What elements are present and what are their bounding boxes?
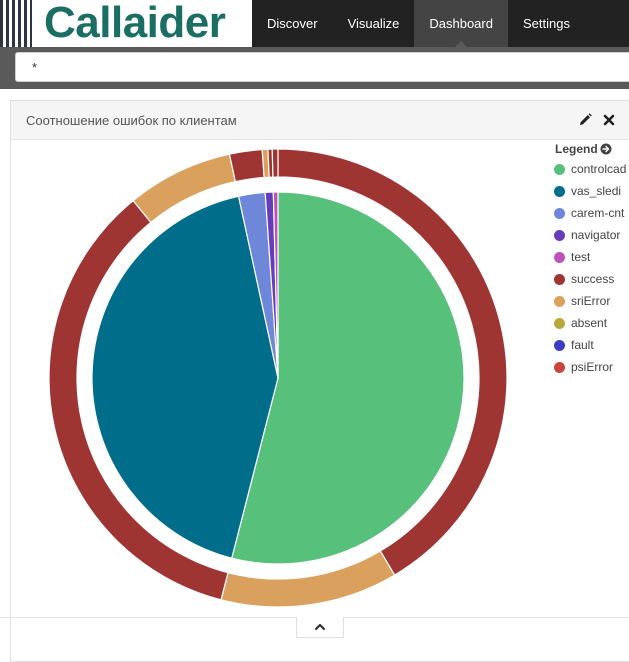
arrow-circle-right-icon[interactable] (600, 143, 612, 155)
legend-dot (554, 163, 565, 175)
legend-dot (554, 339, 565, 351)
top-navbar: Callaider Discover Visualize Dashboard S… (0, 0, 629, 47)
logo[interactable]: Callaider (0, 0, 252, 47)
pencil-icon[interactable] (577, 112, 593, 128)
outer-ring (48, 148, 508, 608)
inner-ring (91, 191, 465, 565)
legend-item-psi-error[interactable]: psiError (554, 356, 626, 378)
chevron-up-icon (314, 623, 326, 631)
legend-dot (554, 295, 565, 307)
legend-label: controlcad (571, 162, 627, 176)
logo-text: Callaider (44, 0, 226, 47)
legend-dot (554, 207, 565, 219)
legend-label: navigator (571, 228, 621, 242)
legend-item-fault[interactable]: fault (554, 334, 626, 356)
legend-label: sriError (571, 294, 611, 308)
nav-dashboard[interactable]: Dashboard (414, 0, 508, 47)
main-nav: Discover Visualize Dashboard Settings (252, 0, 585, 47)
legend-item-absent[interactable]: absent (554, 312, 626, 334)
legend-dot (554, 273, 565, 285)
legend-dot (554, 317, 565, 329)
legend-label: test (571, 250, 591, 264)
outer-slice-test-success[interactable] (271, 148, 279, 178)
legend-item-success[interactable]: success (554, 268, 626, 290)
panel-title: Соотношение ошибок по клиентам (26, 113, 237, 128)
legend-label: absent (571, 316, 608, 330)
legend-label: vas_sledi (571, 184, 622, 198)
query-input[interactable]: * (15, 52, 629, 82)
legend-item-sri-error[interactable]: sriError (554, 290, 626, 312)
pie-chart (48, 148, 508, 608)
legend-item-navigator[interactable]: navigator (554, 224, 626, 246)
legend-dot (554, 361, 565, 373)
legend: controlcad vas_sledi carem-cnt navigator… (554, 158, 626, 378)
legend-label: fault (571, 338, 594, 352)
legend-label: psiError (571, 360, 614, 374)
close-icon[interactable] (601, 112, 617, 128)
legend-item-controlcad[interactable]: controlcad (554, 158, 626, 180)
query-bar: * (0, 47, 629, 89)
legend-item-carem-cnt[interactable]: carem-cnt (554, 202, 626, 224)
legend-label: carem-cnt (571, 206, 625, 220)
nav-discover[interactable]: Discover (267, 16, 318, 31)
collapse-button[interactable] (296, 617, 344, 638)
legend-item-test[interactable]: test (554, 246, 626, 268)
legend-title[interactable]: Legend (555, 142, 598, 156)
panel-header: Соотношение ошибок по клиентам (11, 101, 629, 140)
legend-item-vas-sledi[interactable]: vas_sledi (554, 180, 626, 202)
legend-label: success (571, 272, 615, 286)
nav-visualize[interactable]: Visualize (347, 16, 400, 31)
legend-dot (554, 229, 565, 241)
legend-dot (554, 251, 565, 263)
logo-stripes (0, 0, 32, 47)
legend-dot (554, 185, 565, 197)
inner-slice-controlcad[interactable] (231, 191, 465, 565)
outer-slice-carem-cnt-success[interactable] (228, 148, 265, 183)
inner-slice-test[interactable] (272, 191, 279, 379)
inner-slice-vas-sledi[interactable] (91, 195, 279, 559)
nav-settings[interactable]: Settings (522, 16, 570, 31)
